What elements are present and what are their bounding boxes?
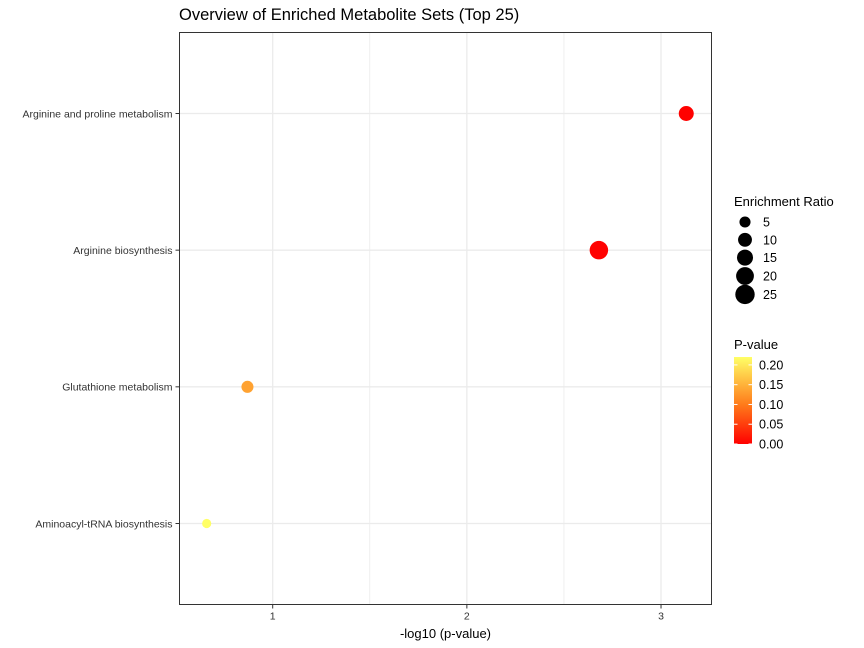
size-legend: Enrichment Ratio 5 10 15 20 25	[734, 194, 834, 305]
size-legend-label: 25	[763, 288, 777, 302]
data-points	[202, 105, 694, 529]
size-legend-label: 20	[763, 270, 777, 284]
plot-background	[179, 32, 712, 605]
data-point	[589, 240, 609, 260]
data-point	[241, 380, 254, 393]
size-legend-symbol	[738, 232, 752, 247]
size-legend-label: 10	[763, 233, 777, 247]
data-point	[678, 105, 694, 122]
y-tick-label: Glutathione metabolism	[62, 382, 173, 394]
size-legend-label: 5	[763, 216, 770, 230]
chart-title: Overview of Enriched Metabolite Sets (To…	[179, 6, 519, 24]
size-legend-symbol	[735, 284, 755, 305]
color-legend-label: 0.05	[759, 418, 783, 432]
y-tick-label: Arginine and proline metabolism	[23, 108, 173, 120]
grid-major	[179, 32, 712, 605]
color-legend-title: P-value	[734, 337, 778, 352]
data-point	[202, 518, 212, 529]
y-tick-label: Aminoacyl-tRNA biosynthesis	[35, 518, 172, 530]
y-axis: Arginine and proline metabolism Arginine …	[23, 108, 180, 530]
size-legend-symbol	[736, 249, 754, 266]
size-legend-symbol	[739, 216, 751, 228]
x-axis-label: -log10 (p-value)	[400, 626, 491, 641]
size-legend-title: Enrichment Ratio	[734, 194, 834, 209]
x-tick-label: 2	[464, 611, 470, 623]
x-axis: 1 2 3	[270, 604, 664, 623]
color-legend-label: 0.20	[759, 358, 783, 372]
color-bar	[734, 357, 752, 444]
size-legend-symbol	[736, 267, 754, 285]
color-legend-label: 0.00	[759, 438, 783, 452]
x-tick-label: 3	[658, 611, 664, 623]
color-legend-label: 0.10	[759, 398, 783, 412]
y-tick-label: Arginine biosynthesis	[73, 245, 172, 257]
plot-area	[179, 32, 712, 605]
color-legend: P-value 0.20 0.15 0.10 0.05 0.00	[734, 337, 783, 452]
plot-border	[179, 32, 712, 605]
size-legend-label: 15	[763, 251, 777, 265]
grid-minor	[369, 32, 565, 605]
x-tick-label: 1	[270, 611, 276, 623]
color-legend-label: 0.15	[759, 378, 783, 392]
